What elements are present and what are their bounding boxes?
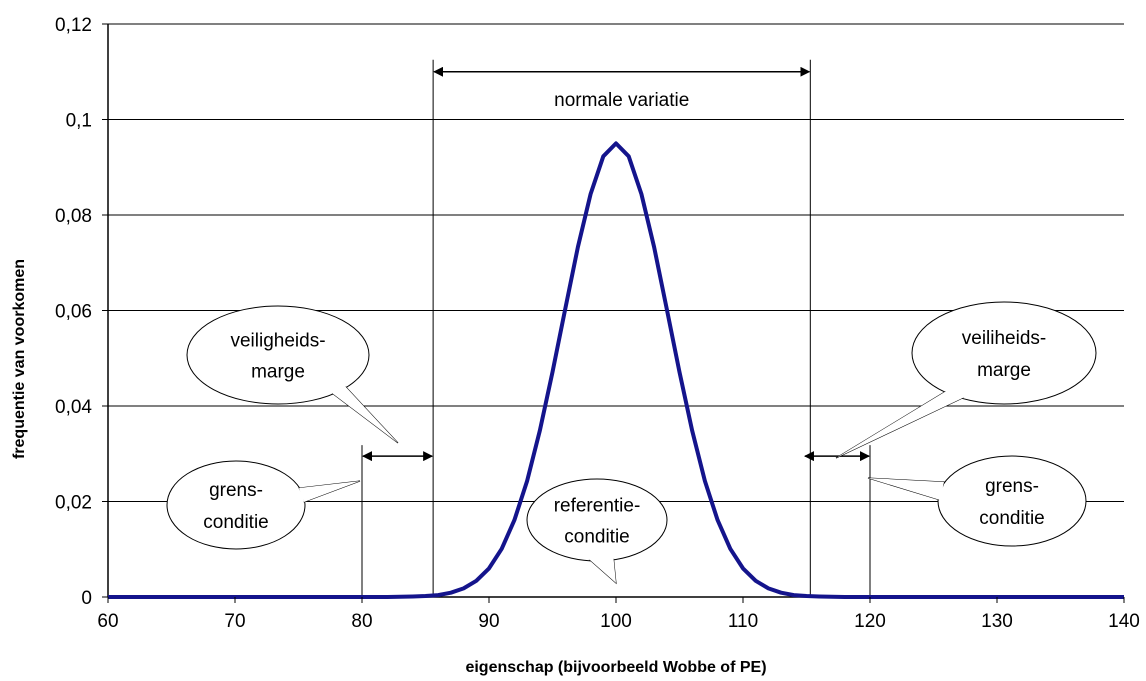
x-axis-title: eigenschap (bijvoorbeeld Wobbe of PE): [465, 659, 766, 676]
callout-margin-right-label-top: veiliheids-: [962, 328, 1046, 349]
callout-margin-left-tail-fill: [316, 381, 398, 443]
callout-reference-label-top: conditie: [564, 527, 630, 548]
annotations: normale variatieveiligheids-margeveiligh…: [166, 59, 1097, 597]
x-tick-label: 100: [600, 611, 632, 632]
callout-margin-right-label-top: marge: [977, 360, 1031, 381]
x-tick-label: 140: [1108, 611, 1140, 632]
callout-margin-left-label-top: veiligheids-: [230, 331, 325, 352]
y-tick-label: 0,04: [55, 397, 92, 418]
ticks: 60 70 80 90 100 110 120 130 140 0 0,02 0,04 0,06 0,08…: [55, 15, 1140, 632]
series: [108, 141, 1124, 599]
normal-range-label: normale variatie: [554, 90, 689, 111]
callout-limit-right-label-top: conditie: [979, 508, 1045, 529]
callout-limit-left-label-top: grens-: [209, 480, 263, 501]
x-tick-label: 80: [351, 611, 372, 632]
callout-margin-left: veiligheids-margeveiligheids-marge: [186, 305, 399, 444]
callout-margin-right-tail-fill: [836, 379, 988, 458]
y-tick-label: 0: [81, 588, 92, 609]
callout-limit-left-joint: [168, 462, 304, 548]
y-tick-label: 0,12: [55, 15, 92, 36]
series-line: [108, 141, 1124, 599]
y-tick-label: 0,02: [55, 493, 92, 514]
x-tick-label: 90: [478, 611, 499, 632]
callout-limit-right-tail-fill: [868, 478, 944, 500]
y-tick-label: 0,06: [55, 302, 92, 323]
x-tick-label: 70: [224, 611, 245, 632]
x-tick-label: 130: [981, 611, 1013, 632]
y-tick-label: 0,08: [55, 206, 92, 227]
callout-limit-right-label-top: grens-: [985, 476, 1039, 497]
callout-limit-left-label-top: conditie: [203, 512, 269, 533]
x-tick-label: 60: [97, 611, 118, 632]
callout-reference-tail-fill: [582, 553, 616, 583]
callout-margin-left-label-top: marge: [251, 362, 305, 383]
callout-limit-left-tail-fill: [299, 481, 360, 502]
x-tick-label: 110: [728, 611, 758, 632]
callout-margin-right-joint: [913, 303, 1095, 403]
callout-reference-label-top: referentie-: [554, 496, 641, 517]
callout-reference-joint: [528, 480, 666, 560]
x-tick-label: 120: [854, 611, 886, 632]
y-axis-title: frequentie van voorkomen: [11, 259, 28, 459]
y-tick-label: 0,1: [66, 111, 92, 132]
callout-limit-right-joint: [939, 457, 1085, 545]
callout-margin-left-joint: [188, 307, 368, 403]
